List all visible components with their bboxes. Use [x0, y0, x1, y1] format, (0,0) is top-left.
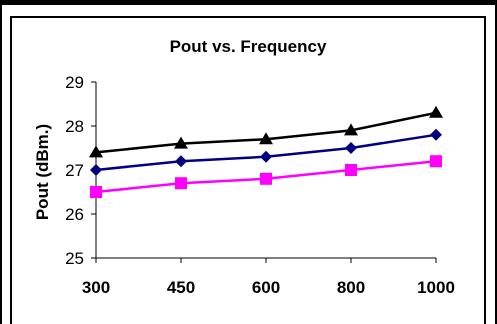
y-tick-label: 26 — [65, 205, 84, 224]
axes — [91, 81, 437, 263]
y-axis-label: Pout (dBm.) — [33, 124, 52, 220]
square-marker — [90, 186, 102, 198]
x-tick-label: 1000 — [417, 278, 455, 297]
x-tick-label: 300 — [82, 278, 110, 297]
y-tick-label: 28 — [65, 117, 84, 136]
top-border — [0, 0, 497, 5]
y-tick-label: 27 — [65, 161, 84, 180]
diamond-marker — [260, 150, 272, 163]
y-tick-label: 25 — [65, 249, 84, 268]
x-tick-label: 450 — [167, 278, 195, 297]
square-marker — [260, 172, 272, 185]
triangle-marker — [89, 145, 103, 158]
chart-title: Pout vs. Frequency — [170, 37, 327, 56]
right-border — [495, 0, 497, 324]
triangle-marker — [174, 136, 188, 149]
chart-area-border — [10, 16, 486, 324]
series-triangle — [89, 105, 443, 158]
diamond-marker — [430, 128, 442, 141]
x-tick-label: 600 — [252, 278, 280, 297]
x-tick-label: 800 — [337, 278, 365, 297]
diamond-marker — [345, 142, 357, 154]
y-tick-label: 29 — [65, 73, 84, 92]
diamond-marker — [175, 155, 187, 168]
triangle-marker — [429, 105, 443, 118]
triangle-marker — [259, 132, 273, 145]
diamond-marker — [90, 164, 102, 176]
square-marker — [175, 177, 187, 190]
y-tick-labels: 25 26 27 28 29 — [65, 73, 84, 268]
series-square — [90, 155, 442, 198]
series-group — [89, 105, 443, 198]
square-marker — [345, 164, 357, 176]
left-border — [0, 0, 2, 324]
series-diamond — [90, 128, 442, 176]
square-marker — [430, 155, 442, 168]
triangle-marker — [344, 123, 358, 136]
x-tick-labels: 300 450 600 800 1000 — [82, 278, 455, 297]
